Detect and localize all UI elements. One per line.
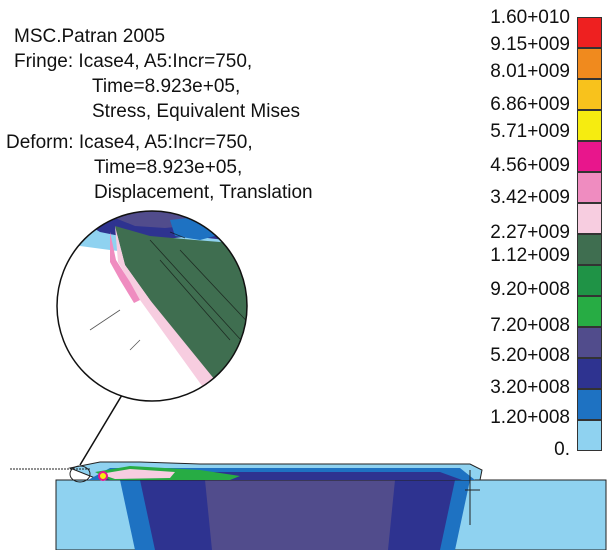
legend-swatch [577, 389, 602, 420]
legend-swatch [577, 420, 602, 451]
app-title: MSC.Patran 2005 [14, 26, 166, 47]
legend-swatch [577, 48, 602, 79]
legend-label: 3.20+008 [490, 377, 570, 398]
zoom-circle-outline [56, 210, 248, 402]
legend-swatch [577, 296, 602, 327]
legend-label: 7.20+008 [490, 315, 570, 336]
legend-label: 2.27+009 [490, 222, 570, 243]
legend-swatch [577, 203, 602, 234]
legend-label: 9.15+009 [490, 34, 570, 55]
deform-time: Time=8.923e+05, [94, 157, 243, 178]
fringe-title: Fringe: Icase4, A5:Incr=750, [14, 51, 253, 72]
peak-stress-marker [98, 471, 108, 481]
plate-stress-zone-inner [205, 480, 395, 550]
upper-body-zone-pink [100, 469, 175, 479]
legend-swatch [577, 79, 602, 110]
legend-label: 1.60+010 [490, 7, 570, 28]
deform-result-type: Displacement, Translation [94, 182, 313, 203]
legend-label: 5.71+009 [490, 121, 570, 142]
detail-selection-circle [69, 465, 91, 483]
legend-swatch [577, 110, 602, 141]
deform-title: Deform: Icase4, A5:Incr=750, [6, 132, 253, 153]
legend-label: 4.56+009 [490, 155, 570, 176]
result-title-block: MSC.Patran 2005 Fringe: Icase4, A5:Incr=… [6, 24, 313, 205]
zoom-detail-view [57, 211, 247, 401]
legend-swatch [577, 234, 602, 265]
legend-swatch [577, 172, 602, 203]
legend-label: 6.86+009 [490, 94, 570, 115]
legend-label: 9.20+008 [490, 279, 570, 300]
legend-label: 8.01+009 [490, 61, 570, 82]
fringe-result-type: Stress, Equivalent Mises [92, 101, 301, 122]
legend-label: 0. [554, 439, 570, 460]
legend-swatch [577, 17, 602, 48]
legend-swatch [577, 327, 602, 358]
legend-label: 3.42+009 [490, 187, 570, 208]
legend-label: 5.20+008 [490, 345, 570, 366]
legend-swatch [577, 141, 602, 172]
fringe-time: Time=8.923e+05, [92, 76, 241, 97]
legend-swatch [577, 358, 602, 389]
legend-label: 1.20+008 [490, 407, 570, 428]
legend-swatch [577, 265, 602, 296]
legend-label: 1.12+009 [490, 245, 570, 266]
